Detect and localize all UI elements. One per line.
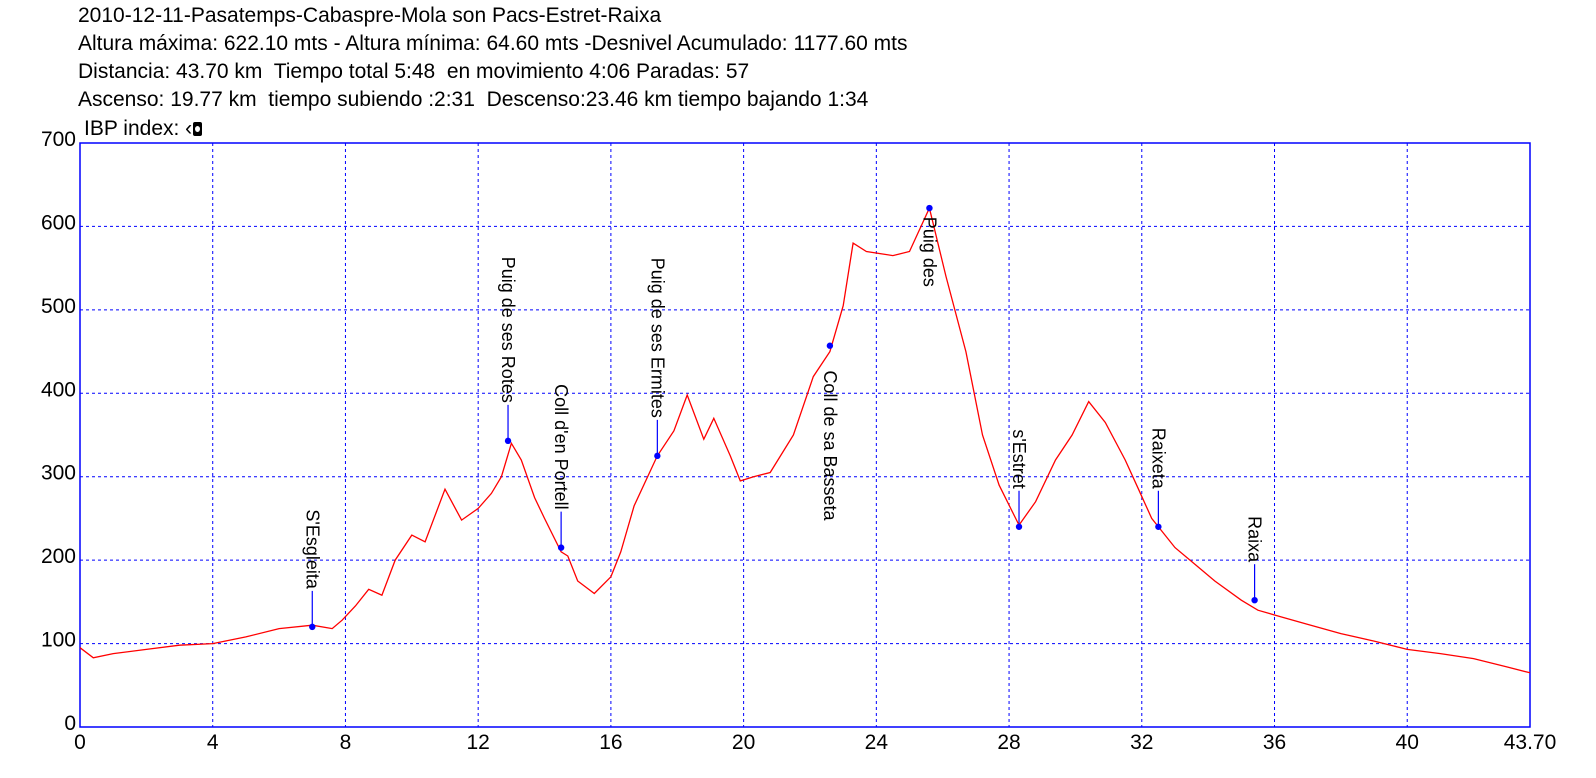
y-tick-label: 500 (41, 295, 76, 318)
waypoint-markers (309, 204, 1258, 631)
waypoint-marker (1251, 596, 1258, 604)
waypoint-marker (557, 544, 565, 551)
waypoint-marker (1015, 523, 1023, 530)
waypoint-label: Raixeta (1148, 428, 1168, 490)
x-axis-ticks: 0 4 8 12 16 20 24 28 32 36 40 43.70 (74, 731, 1556, 754)
waypoint-marker (309, 623, 316, 631)
x-tick-label: 16 (599, 731, 622, 754)
y-tick-label: 0 (64, 712, 76, 735)
waypoint-labels: S'Esgleita Puig de ses Rotes Coll d'en Por… (302, 217, 1264, 590)
y-tick-label: 600 (41, 211, 76, 234)
x-tick-label: 0 (74, 731, 86, 754)
chart-grid (80, 143, 1530, 727)
y-tick-label: 400 (41, 378, 76, 401)
x-tick-label: 4 (207, 731, 219, 754)
y-tick-label: 200 (41, 545, 76, 568)
waypoint-marker (654, 452, 661, 460)
waypoint-marker (826, 342, 834, 349)
x-tick-label: 24 (865, 731, 889, 754)
x-tick-label: 8 (340, 731, 352, 754)
distance-time-summary: Distancia: 43.70 km Tiempo total 5:48 en… (78, 60, 750, 83)
waypoint-marker (504, 437, 512, 445)
x-tick-label: 32 (1130, 731, 1153, 754)
x-tick-label: 36 (1263, 731, 1286, 754)
ibp-index: IBP index: ‹ (84, 117, 203, 141)
waypoint-label: Puig de ses Rotes (498, 257, 518, 403)
ibp-index-label: IBP index: ‹ (84, 117, 193, 140)
y-tick-label: 300 (41, 462, 76, 485)
x-tick-label: 28 (997, 731, 1020, 754)
waypoint-marker (1155, 523, 1162, 530)
waypoint-label: Coll de sa Basseta (820, 370, 840, 521)
y-tick-label: 700 (41, 128, 76, 151)
ascent-descent-summary: Ascenso: 19.77 km tiempo subiendo :2:31 … (78, 88, 869, 111)
x-tick-label: 40 (1396, 731, 1419, 754)
waypoint-leaders (311, 404, 1256, 627)
chart-title: 2010-12-11-Pasatemps-Cabaspre-Mola son P… (78, 4, 662, 27)
x-tick-label: 43.70 (1504, 731, 1557, 754)
elevation-profile-line (79, 206, 1531, 674)
waypoint-label: Raixa (1245, 516, 1265, 563)
waypoint-label: S'Esgleita (302, 509, 322, 589)
waypoint-marker (926, 204, 933, 212)
waypoint-label: Puig de ses Ermites (647, 258, 667, 418)
y-axis-ticks: 0 100 200 300 400 500 600 700 (41, 128, 76, 735)
y-tick-label: 100 (41, 629, 76, 652)
x-tick-label: 20 (732, 731, 755, 754)
waypoint-label: Coll d'en Portell (551, 384, 571, 510)
ibp-badge-icon (193, 122, 203, 136)
x-tick-label: 12 (466, 731, 489, 754)
waypoint-label: s'Estret (1009, 429, 1029, 488)
plot-frame (79, 142, 1531, 728)
waypoint-label: Puig des (919, 217, 939, 287)
altitude-summary: Altura máxima: 622.10 mts - Altura mínim… (78, 32, 908, 55)
